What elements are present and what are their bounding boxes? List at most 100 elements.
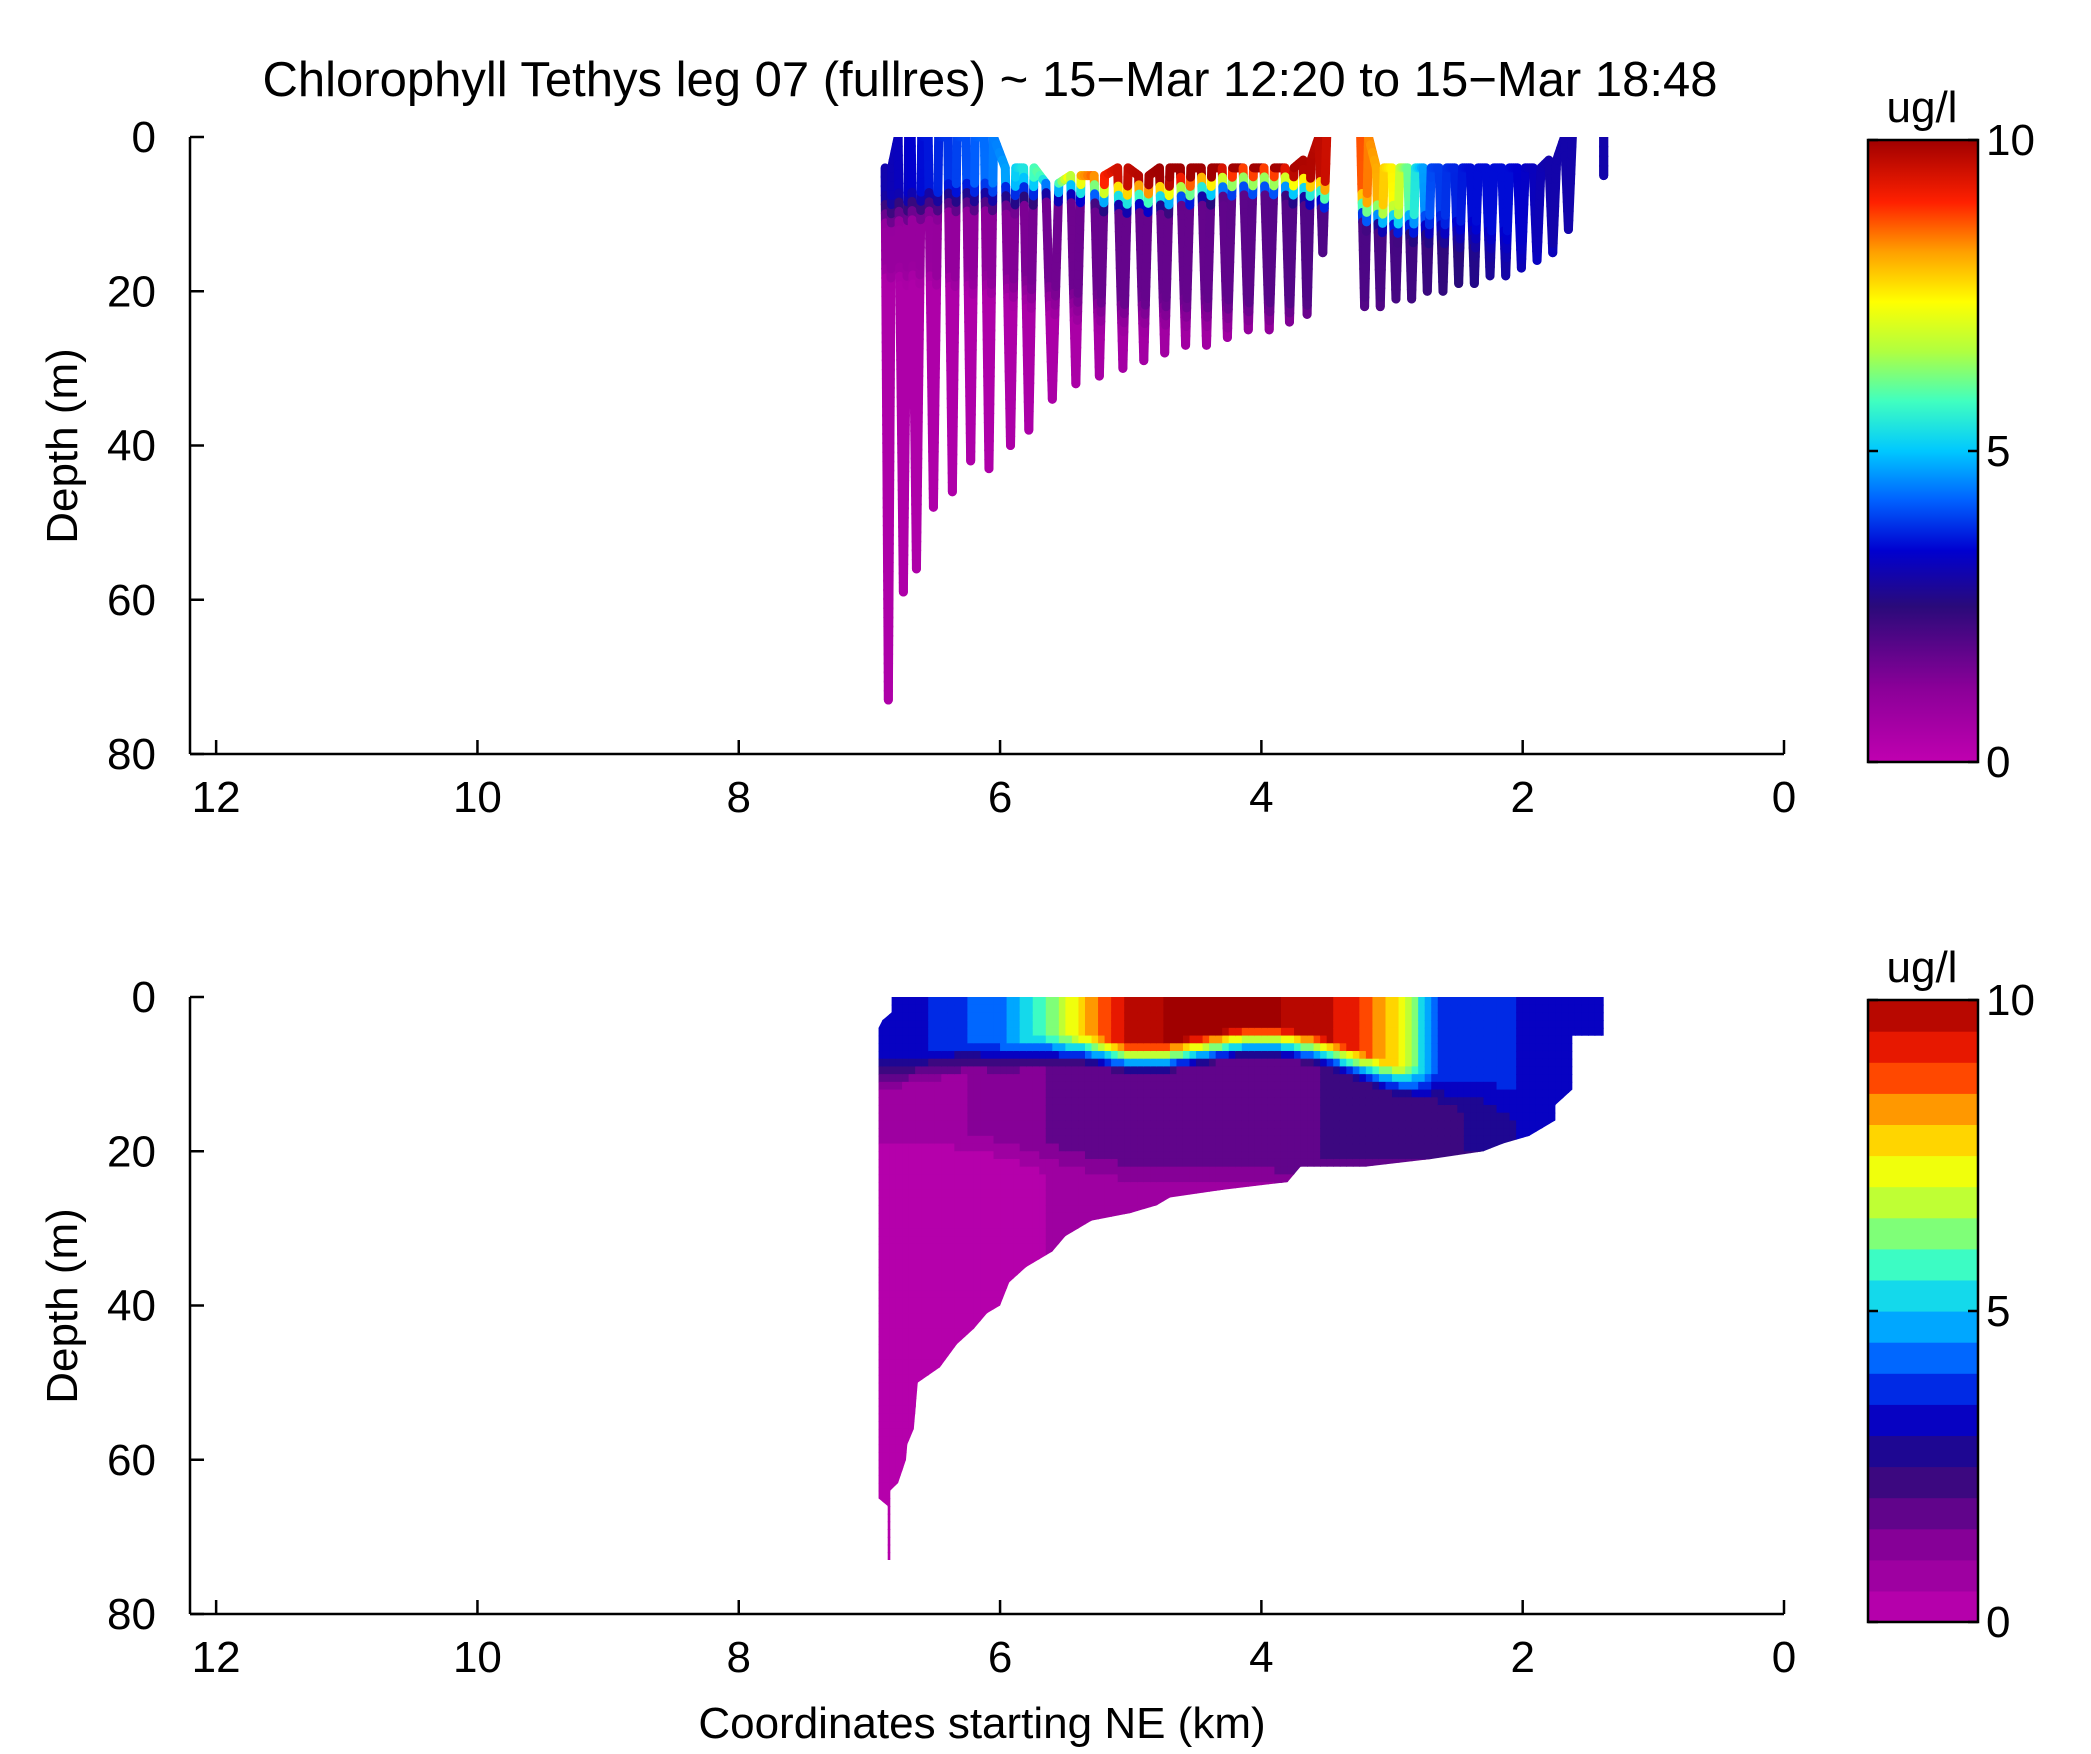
- contour-cell: [1039, 1545, 1046, 1554]
- contour-cell: [935, 1221, 942, 1230]
- contour-cell: [1118, 1259, 1125, 1268]
- contour-cell: [1124, 1020, 1131, 1029]
- contour-cell: [896, 1275, 903, 1284]
- contour-cell: [1059, 1514, 1066, 1523]
- contour-cell: [1144, 1159, 1151, 1168]
- contour-cell: [1085, 1113, 1092, 1122]
- contour-cell: [935, 1429, 942, 1438]
- contour-cell: [1072, 1090, 1079, 1099]
- contour-cell: [928, 1128, 935, 1137]
- contour-cell: [1026, 1413, 1033, 1422]
- contour-cell: [935, 1529, 942, 1538]
- contour-cell: [1150, 1244, 1157, 1253]
- contour-cell: [909, 1452, 916, 1461]
- contour-cell: [1137, 1298, 1144, 1307]
- contour-cell: [882, 1398, 889, 1407]
- contour-cell: [1059, 1398, 1066, 1407]
- contour-cell: [948, 1506, 955, 1515]
- contour-cell: [922, 1043, 929, 1052]
- contour-cell: [941, 1036, 948, 1045]
- contour-cell: [1020, 1267, 1027, 1276]
- contour-cell: [1078, 1213, 1085, 1222]
- contour-cell: [941, 1552, 948, 1561]
- contour-cell: [935, 1128, 942, 1137]
- contour-cell: [1033, 1275, 1040, 1284]
- contour-cell: [1092, 1144, 1099, 1153]
- contour-cell: [1020, 1529, 1027, 1538]
- contour-cell: [967, 1190, 974, 1199]
- contour-cell: [1059, 1491, 1066, 1500]
- contour-cell: [1131, 1529, 1138, 1538]
- contour-cell: [915, 1352, 922, 1361]
- contour-cell: [1072, 1306, 1079, 1315]
- contour-cell: [1078, 1290, 1085, 1299]
- contour-cell: [902, 1383, 909, 1392]
- contour-cell: [922, 1051, 929, 1060]
- contour-cell: [1137, 1506, 1144, 1515]
- contour-cell: [1144, 1506, 1151, 1515]
- contour-cell: [935, 1475, 942, 1484]
- contour-cell: [1105, 1244, 1112, 1253]
- contour-cell: [1105, 1306, 1112, 1315]
- contour-cell: [1013, 1498, 1020, 1507]
- contour-cell: [948, 1074, 955, 1083]
- contour-cell: [928, 1506, 935, 1515]
- contour-cell: [1052, 1537, 1059, 1546]
- contour-cell: [1131, 1437, 1138, 1446]
- contour-cell: [1007, 1105, 1014, 1114]
- contour-cell: [967, 1406, 974, 1415]
- contour-cell: [1131, 1406, 1138, 1415]
- contour-cell: [896, 1290, 903, 1299]
- contour-cell: [1137, 1437, 1144, 1446]
- contour-cell: [1098, 1105, 1105, 1114]
- contour-cell: [1078, 1444, 1085, 1453]
- contour-cell: [948, 1491, 955, 1500]
- contour-cell: [1078, 1491, 1085, 1500]
- contour-cell: [876, 1228, 883, 1237]
- contour-cell: [1144, 1421, 1151, 1430]
- contour-cell: [1118, 1244, 1125, 1253]
- contour-cell: [1078, 1475, 1085, 1484]
- contour-cell: [980, 1244, 987, 1253]
- contour-cell: [1118, 1467, 1125, 1476]
- contour-cell: [1052, 1560, 1059, 1569]
- contour-cell: [1118, 1344, 1125, 1353]
- contour-cell: [980, 1545, 987, 1554]
- contour-cell: [1059, 1174, 1066, 1183]
- contour-cell: [967, 1352, 974, 1361]
- contour-cell: [1157, 997, 1164, 1006]
- contour-cell: [902, 1560, 909, 1569]
- contour-cell: [1144, 1151, 1151, 1160]
- contour-cell: [1046, 1475, 1053, 1484]
- contour-cell: [1059, 1020, 1066, 1029]
- contour-cell: [915, 1190, 922, 1199]
- contour-cell: [967, 1066, 974, 1075]
- contour-cell: [915, 1383, 922, 1392]
- contour-cell: [994, 1090, 1001, 1099]
- contour-cell: [1105, 1421, 1112, 1430]
- contour-cell: [882, 1128, 889, 1137]
- contour-cell: [1007, 1259, 1014, 1268]
- contour-cell: [1078, 1329, 1085, 1338]
- contour-cell: [1020, 1375, 1027, 1384]
- contour-cell: [882, 1390, 889, 1399]
- contour-cell: [882, 1005, 889, 1014]
- contour-cell: [941, 1521, 948, 1530]
- contour-cell: [1033, 1437, 1040, 1446]
- contour-cell: [1085, 1506, 1092, 1515]
- contour-cell: [1046, 1267, 1053, 1276]
- contour-cell: [1072, 1514, 1079, 1523]
- contour-cell: [1026, 1213, 1033, 1222]
- contour-cell: [915, 1005, 922, 1014]
- contour-cell: [915, 997, 922, 1006]
- contour-cell: [1013, 1306, 1020, 1315]
- contour-cell: [1144, 1182, 1151, 1191]
- contour-cell: [896, 1506, 903, 1515]
- contour-cell: [1059, 1359, 1066, 1368]
- contour-cell: [1105, 1514, 1112, 1523]
- contour-cell: [980, 1120, 987, 1129]
- contour-cell: [928, 1244, 935, 1253]
- contour-cell: [889, 1552, 896, 1561]
- contour-cell: [1105, 1036, 1112, 1045]
- contour-cell: [948, 1344, 955, 1353]
